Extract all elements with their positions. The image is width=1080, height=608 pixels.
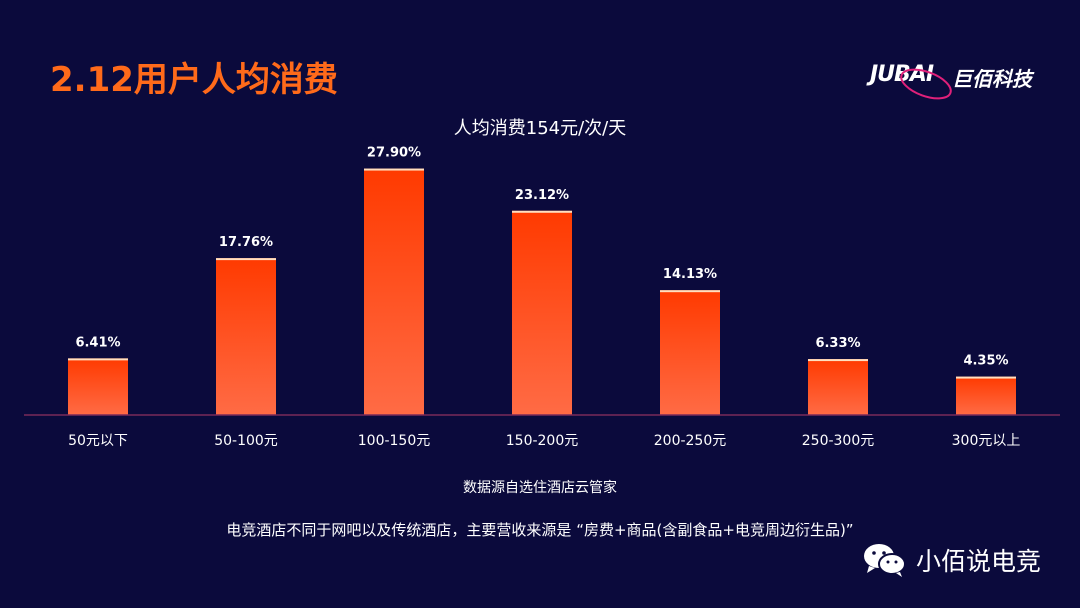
data-label-5: 6.33%: [815, 336, 860, 351]
data-label-1: 17.76%: [219, 235, 273, 250]
bar-cap-1: [216, 258, 276, 261]
bar-group: [68, 168, 1016, 415]
x-tick-label-4: 200-250元: [654, 433, 727, 449]
x-tick-label-3: 150-200元: [506, 433, 579, 449]
x-tick-label-2: 100-150元: [358, 433, 431, 449]
bar-cap-4: [660, 290, 720, 293]
x-tick-label-group: 50元以下 50-100元 100-150元 150-200元 200-250元 250-…: [68, 433, 1020, 449]
data-label-4: 14.13%: [663, 267, 717, 282]
bar-cap-6: [956, 376, 1016, 379]
x-tick-label-1: 50-100元: [214, 433, 278, 449]
x-tick-label-0: 50元以下: [68, 433, 128, 449]
data-source-note: 数据源自选住酒店云管家: [463, 480, 617, 496]
data-label-0: 6.41%: [75, 335, 120, 350]
bar-cap-5: [808, 359, 868, 362]
bar-4: [660, 290, 720, 415]
watermark-text: 小佰说电竞: [916, 547, 1042, 576]
wechat-watermark: 小佰说电竞: [862, 540, 1041, 580]
bar-6: [956, 376, 1016, 415]
bar-chart: 6.41%17.76%27.90%23.12%14.13%6.33%4.35% …: [24, 146, 1060, 449]
logo-orbit-icon: [900, 68, 952, 100]
bar-2: [364, 168, 424, 415]
bar-5: [808, 359, 868, 415]
bar-cap-3: [512, 210, 572, 213]
bar-1: [216, 258, 276, 415]
bar-cap-2: [364, 168, 424, 171]
data-label-group: 6.41% 17.76% 27.90% 23.12% 14.13% 6.33% 4.35%: [75, 146, 1008, 369]
slide-title: 2.12用户人均消费: [50, 60, 338, 100]
x-tick-label-6: 300元以上: [952, 433, 1021, 449]
wechat-icon: [864, 544, 906, 577]
chart-title: 人均消费154元/次/天: [453, 118, 627, 139]
data-label-2: 27.90%: [367, 146, 421, 161]
bar-cap-0: [68, 358, 128, 361]
brand-logo: JUBAI 巨佰科技: [868, 58, 1038, 102]
x-tick-label-5: 250-300元: [802, 433, 875, 449]
data-label-3: 23.12%: [515, 188, 569, 203]
revenue-note: 电竞酒店不同于网吧以及传统酒店，主要营收来源是 “房费+商品(含副食品+电竞周边…: [226, 521, 854, 539]
logo-chinese-text: 巨佰科技: [952, 67, 1032, 91]
bar-0: [68, 358, 128, 415]
data-label-6: 4.35%: [963, 354, 1008, 369]
bar-3: [512, 210, 572, 415]
